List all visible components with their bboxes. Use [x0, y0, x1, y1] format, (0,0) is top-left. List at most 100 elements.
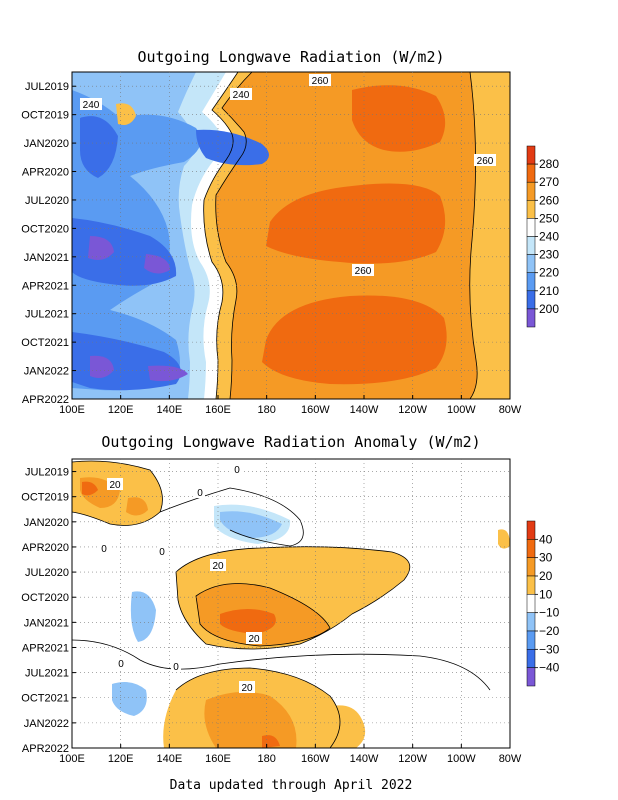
- contour-label-bg: [239, 681, 255, 693]
- anomaly-plot-frame: [71, 458, 511, 749]
- olr-band-260-b: [266, 183, 446, 264]
- x-tick-label: 140E: [156, 404, 182, 416]
- contour-label: 0: [234, 465, 240, 476]
- x-tick-label: 160E: [205, 753, 231, 765]
- colorbar-swatch: [526, 254, 536, 273]
- olr-min-c: [90, 355, 114, 378]
- colorbar-tick-label: 40: [539, 532, 553, 546]
- y-tick-label: APR2020: [22, 542, 69, 554]
- anom-pos-2019-d: [126, 497, 148, 516]
- y-tick-label: JUL2019: [25, 81, 69, 93]
- x-tick-label: 120E: [108, 404, 134, 416]
- colorbar-swatch: [526, 272, 536, 292]
- x-tick-label: 100W: [447, 404, 476, 416]
- olr-field: [72, 72, 510, 399]
- colorbar-tick-label: 20: [539, 569, 553, 583]
- contour-label-bg: [99, 542, 109, 554]
- y-tick-label: JAN2021: [24, 252, 69, 264]
- x-tick-label: 140E: [156, 753, 182, 765]
- colorbar-swatch: [526, 520, 536, 540]
- y-tick-label: OCT2020: [21, 592, 69, 604]
- contour-label: 0: [101, 544, 107, 555]
- y-tick-label: JAN2020: [24, 517, 69, 529]
- olr-contour-labels: 240 240 260 260 260: [80, 74, 496, 277]
- y-tick-label: OCT2021: [21, 693, 69, 705]
- y-tick-label: APR2022: [22, 394, 69, 406]
- x-tick-label: 100E: [59, 404, 85, 416]
- olr-anomaly-chart-title: Outgoing Longwave Radiation Anomaly (W/m…: [101, 433, 480, 451]
- contour-label: 240: [83, 100, 100, 111]
- contour-label-bg: [352, 264, 374, 276]
- x-tick-label: 160E: [205, 404, 231, 416]
- y-tick-label: JUL2019: [25, 467, 69, 479]
- colorbar-swatch: [526, 649, 536, 668]
- x-tick-label: 120W: [398, 404, 427, 416]
- x-tick-label: 80W: [499, 753, 522, 765]
- anomaly-grid: [72, 459, 510, 748]
- anomaly-contour-labels: 20 20 20 20 0 0 0 0 0 0: [99, 463, 262, 694]
- colorbar-tick-label: 250: [539, 211, 559, 225]
- y-tick-label: JUL2020: [25, 195, 69, 207]
- colorbar-tick-label: 10: [539, 587, 553, 601]
- anomaly-colorbar: 40 30 20 10 −10 −20 −30 −40: [526, 520, 560, 687]
- colorbar-swatch: [526, 218, 536, 237]
- anomaly-field: [72, 459, 510, 748]
- x-tick-label: 140W: [350, 753, 379, 765]
- y-tick-label: JAN2022: [24, 366, 69, 378]
- anomaly-x-axis: 100E 120E 140E 160E 180 160W 140W 120W 100W 80W: [59, 744, 522, 765]
- y-tick-label: JAN2021: [24, 617, 69, 629]
- olr-x-axis: 100E 120E 140E 160E 180 160W 140W 120W 100W 80W: [59, 395, 522, 416]
- y-tick-label: JAN2020: [24, 138, 69, 150]
- contour-label: 20: [212, 561, 224, 572]
- colorbar-swatch: [526, 594, 536, 613]
- contour-label-bg: [157, 545, 167, 557]
- colorbar-swatch: [526, 200, 536, 219]
- contour-label-bg: [195, 486, 205, 498]
- colorbar-swatch: [526, 667, 536, 687]
- colorbar-swatch: [526, 557, 536, 577]
- olr-chart-title: Outgoing Longwave Radiation (W/m2): [137, 48, 444, 66]
- contour-label: 0: [197, 488, 203, 499]
- y-tick-label: APR2021: [22, 280, 69, 292]
- olr-colorbar: 280 270 260 250 240 230 220 210 200: [526, 145, 559, 328]
- contour-label-bg: [230, 88, 252, 100]
- contour-label: 20: [109, 480, 121, 491]
- x-tick-label: 160W: [301, 753, 330, 765]
- olr-band-250-east: [469, 72, 510, 399]
- anom-pos-2019-c: [82, 481, 98, 496]
- x-tick-label: 180: [257, 404, 275, 416]
- olr-band-260-a: [352, 85, 446, 152]
- colorbar-swatch: [526, 539, 536, 558]
- x-tick-label: 120E: [108, 753, 134, 765]
- y-tick-label: OCT2020: [21, 223, 69, 235]
- colorbar-swatch: [526, 181, 536, 201]
- anom-pos-2020-east: [498, 529, 510, 549]
- olr-band-200-a: [80, 116, 118, 178]
- colorbar-swatch: [526, 630, 536, 650]
- colorbar-tick-label: 280: [539, 157, 559, 171]
- colorbar-swatch: [526, 575, 536, 595]
- olr-warm-pool-2019: [116, 103, 136, 125]
- y-tick-label: APR2020: [22, 167, 69, 179]
- anom-pos-2022-east: [322, 705, 366, 748]
- colorbar-tick-label: −40: [539, 661, 560, 675]
- colorbar-tick-label: 270: [539, 175, 559, 189]
- olr-grid: [72, 72, 510, 399]
- x-tick-label: 80W: [499, 404, 522, 416]
- y-tick-label: OCT2021: [21, 337, 69, 349]
- anomaly-y-axis: JUL2019 OCT2019 JAN2020 APR2020 JUL2020 OCT20…: [21, 467, 76, 755]
- colorbar-swatch: [526, 163, 536, 183]
- contour-label: 20: [241, 683, 253, 694]
- contour-label: 20: [248, 634, 260, 645]
- x-tick-label: 140W: [350, 404, 379, 416]
- y-tick-label: JAN2022: [24, 718, 69, 730]
- contour-label-bg: [232, 463, 242, 475]
- x-tick-label: 100W: [447, 753, 476, 765]
- data-update-note: Data updated through April 2022: [170, 778, 413, 793]
- colorbar-tick-label: −30: [539, 642, 560, 656]
- colorbar-swatch: [526, 236, 536, 255]
- contour-label-bg: [474, 154, 496, 166]
- anomaly-contour-lines: [72, 460, 491, 748]
- x-tick-label: 120W: [398, 753, 427, 765]
- olr-min-a: [88, 236, 114, 260]
